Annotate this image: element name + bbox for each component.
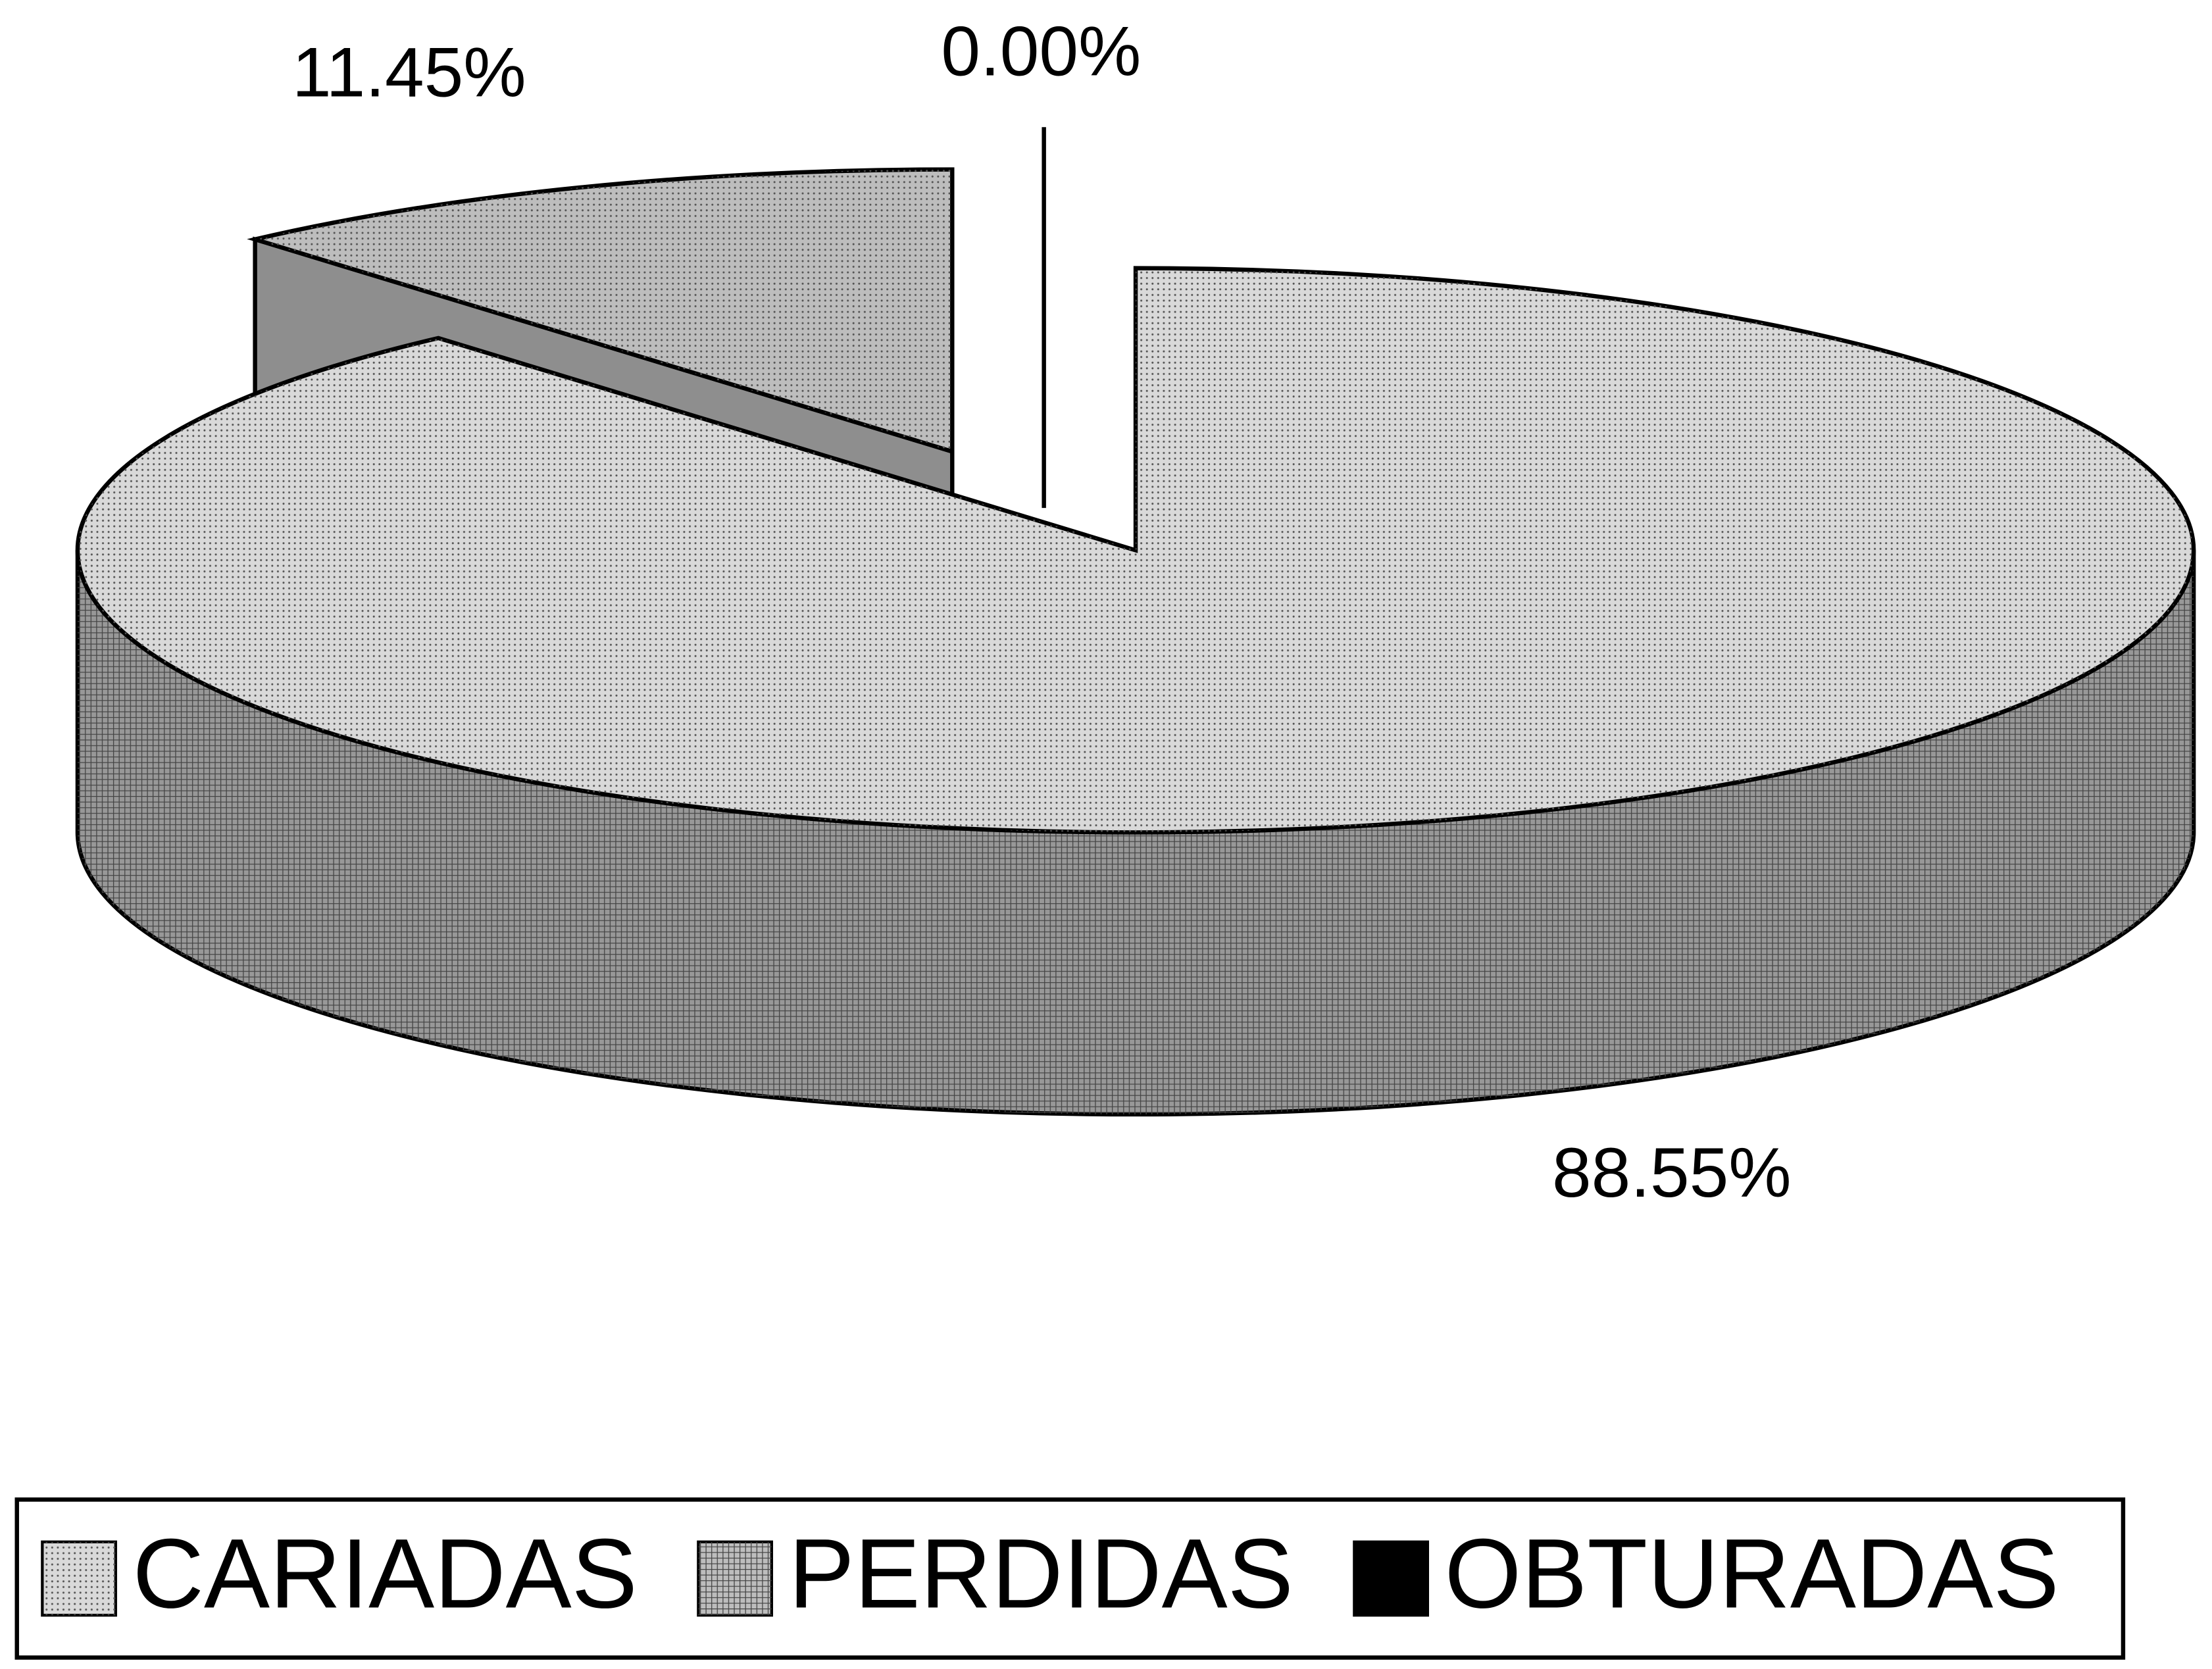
pie <box>75 127 2196 1117</box>
slice-texture <box>255 169 953 452</box>
labels: 88.55% 11.45% 0.00% <box>292 11 1792 1212</box>
data-label: 11.45% <box>292 32 526 111</box>
legend-swatch-texture <box>698 1541 772 1616</box>
data-label: 88.55% <box>1552 1133 1792 1212</box>
legend-label: OBTURADAS <box>1445 1518 2059 1628</box>
slice-texture <box>77 268 2194 833</box>
legend-swatch <box>1353 1540 1430 1617</box>
legend-box <box>14 1497 2126 1660</box>
data-label: 0.00% <box>941 11 1141 90</box>
legend: CARIADAS PERDIDAS OBTURADAS <box>41 1518 2059 1628</box>
legend-label: PERDIDAS <box>789 1518 1294 1628</box>
legend-swatch-texture <box>42 1541 116 1616</box>
legend-label: CARIADAS <box>133 1518 638 1628</box>
